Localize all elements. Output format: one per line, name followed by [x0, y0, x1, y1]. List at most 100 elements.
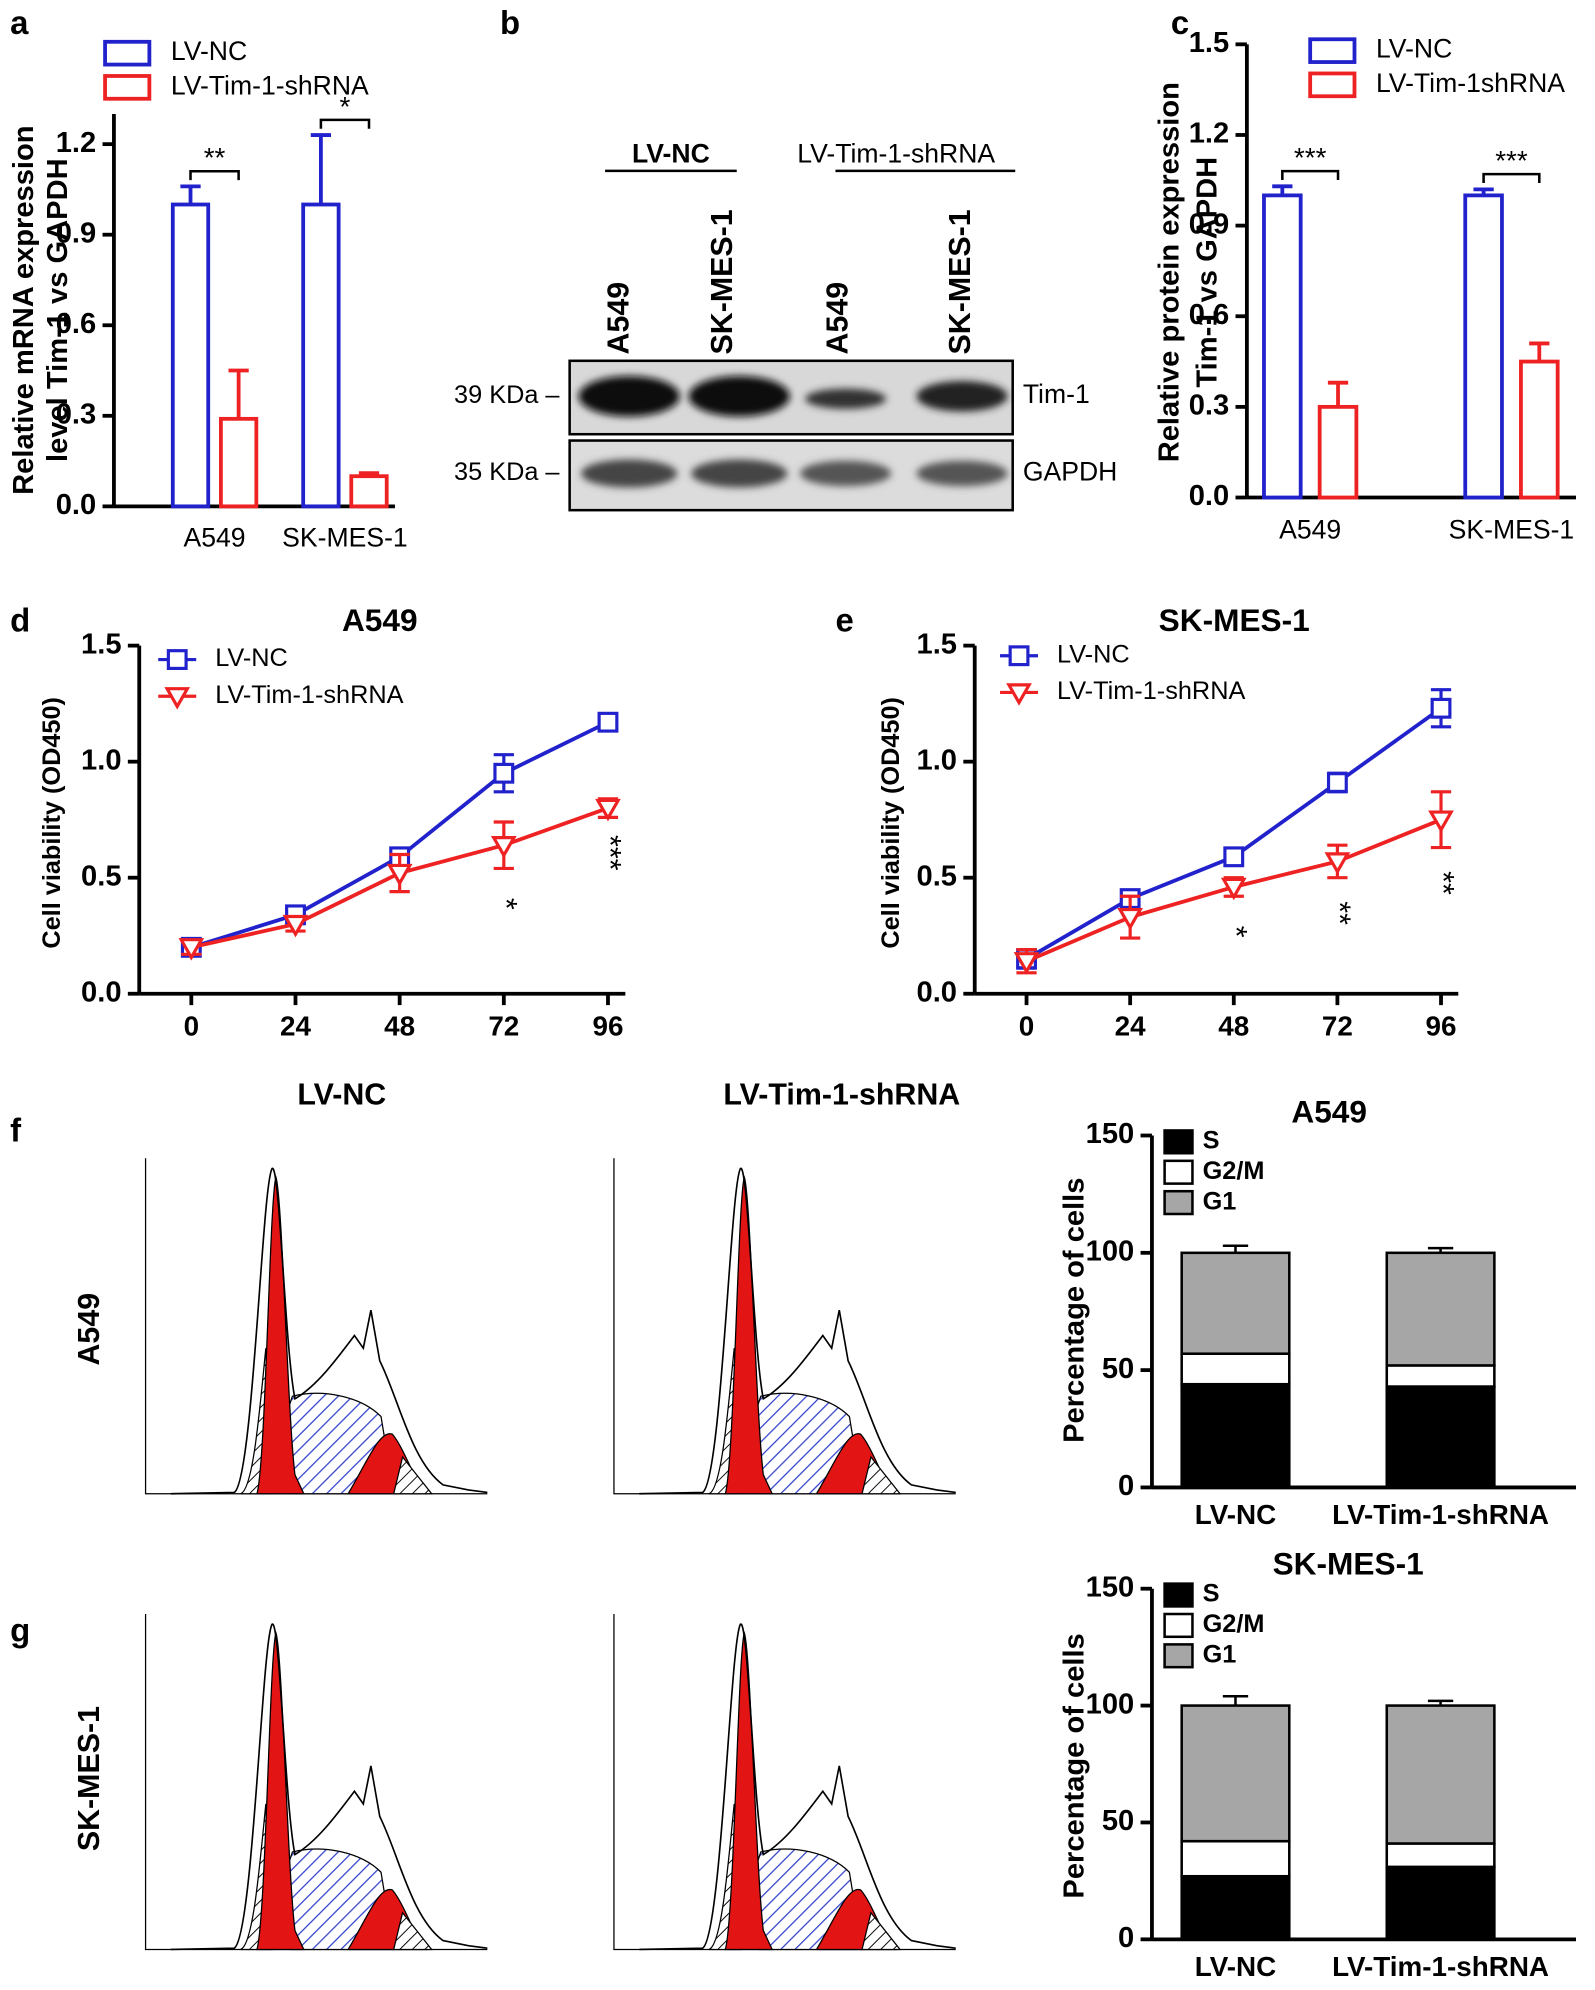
marker [1013, 952, 1040, 975]
y-tick-label: 1.0 [917, 744, 957, 776]
legend-label: S [1203, 1580, 1220, 1608]
error-bar [1427, 1246, 1454, 1253]
significance-label: ** [1426, 871, 1460, 895]
y-tick-label: 0 [1118, 1922, 1134, 1954]
marker [493, 762, 515, 784]
legend-label: LV-Tim-1shRNA [1376, 68, 1565, 98]
y-tick-label: 100 [1086, 1236, 1135, 1268]
marker [1326, 772, 1348, 793]
legend-label: LV-NC [1376, 34, 1452, 64]
panel-letter: g [10, 1612, 30, 1649]
legend-swatch [1163, 1612, 1194, 1639]
bar-segment [1180, 1382, 1291, 1489]
x-tick-label: 96 [1426, 1010, 1457, 1041]
x-tick-label: A549 [184, 522, 246, 552]
y-tick-label: 0.0 [56, 489, 96, 521]
histogram [144, 1157, 489, 1495]
marker [597, 711, 619, 733]
y-tick-label: 150 [1086, 1571, 1135, 1603]
group-label: LV-NC [632, 139, 710, 169]
legend-swatch [1308, 71, 1357, 99]
bar-segment [1180, 1352, 1291, 1386]
panel-letter: a [10, 4, 29, 41]
bar-segment [1180, 1839, 1291, 1878]
panel-letter: e [835, 602, 853, 639]
y-tick-label: 1.5 [917, 628, 957, 660]
y-tick-label: 0.0 [81, 976, 121, 1008]
panel-letter: c [1171, 4, 1189, 41]
bands [578, 375, 1008, 488]
legend-label: LV-NC [171, 36, 247, 66]
bar-segment [1385, 1251, 1496, 1367]
y-tick-label: 0 [1118, 1470, 1134, 1502]
marker [1430, 697, 1452, 719]
group-label: LV-Tim-1-shRNA [797, 139, 995, 169]
bar [301, 202, 341, 509]
y-tick-label: 1.5 [1189, 27, 1229, 59]
legend-label: LV-Tim-1-shRNA [1057, 677, 1245, 705]
lane-label: A549 [820, 282, 854, 355]
legend-swatch [1163, 1643, 1194, 1669]
error-bar [1427, 1699, 1454, 1706]
significance-label: ** [1322, 901, 1356, 925]
legend-marker [164, 687, 191, 710]
bar [1519, 359, 1560, 500]
marker [282, 914, 309, 938]
significance-bracket [319, 118, 371, 129]
bar [349, 474, 389, 509]
y-tick-label: 50 [1102, 1353, 1134, 1385]
x-tick-label: A549 [1279, 515, 1341, 545]
bar [1317, 404, 1359, 500]
bar-segment [1385, 1842, 1496, 1869]
error-bar [1222, 1244, 1249, 1253]
legend-marker [1008, 645, 1030, 667]
y-axis-label: Cell viability (OD450) [38, 697, 66, 949]
y-tick-label: 0.3 [1189, 390, 1229, 422]
histogram [613, 1613, 957, 1951]
y-tick-label: 0.6 [56, 308, 96, 340]
marker [1223, 846, 1245, 868]
significance-label: * [340, 91, 351, 122]
column-title: LV-Tim-1-shRNA [723, 1077, 960, 1111]
column-title: LV-NC [297, 1077, 386, 1111]
significance-label: ** [204, 142, 226, 173]
marker [595, 798, 621, 822]
histogram [613, 1157, 957, 1495]
y-tick-label: 0.5 [917, 860, 957, 892]
x-tick-label: 72 [488, 1010, 519, 1041]
significance-label: *** [1495, 145, 1528, 176]
legend-label: G1 [1203, 1640, 1237, 1668]
bar-segment [1385, 1385, 1496, 1489]
bar-segment [1180, 1874, 1291, 1941]
significance-label: *** [593, 835, 627, 871]
legend-marker [166, 649, 188, 670]
marker [178, 938, 205, 961]
bar-segment [1385, 1865, 1496, 1941]
chart-title: SK-MES-1 [1159, 602, 1310, 638]
significance-label: *** [1294, 142, 1327, 173]
y-tick-label: 1.0 [81, 744, 121, 776]
bar [218, 416, 259, 509]
panel-letter: f [10, 1112, 22, 1149]
x-tick-label: 48 [1218, 1010, 1249, 1041]
x-tick-label: 24 [280, 1010, 311, 1041]
y-axis-label: Percentage of cells [1059, 1633, 1091, 1898]
lane-label: SK-MES-1 [943, 209, 977, 354]
y-tick-label: 0.3 [56, 399, 96, 431]
bar-segment [1180, 1704, 1291, 1843]
error-bar [228, 368, 249, 419]
y-axis-label: Relative mRNA expression [8, 125, 40, 494]
legend-label: LV-Tim-1-shRNA [171, 70, 369, 100]
histogram [144, 1613, 489, 1951]
y-axis-label: Cell viability (OD450) [877, 697, 905, 949]
bar [1262, 193, 1303, 500]
row-label: A549 [72, 1293, 106, 1366]
marker-label: 39 KDa – [454, 381, 560, 409]
legend-swatch [103, 74, 152, 101]
legend-label: S [1203, 1127, 1220, 1155]
y-axis-label: Tim-1 vs GAPDH [1192, 157, 1224, 388]
x-tick-label: LV-Tim-1-shRNA [1332, 1499, 1549, 1530]
x-tick-label: LV-NC [1195, 1951, 1276, 1982]
